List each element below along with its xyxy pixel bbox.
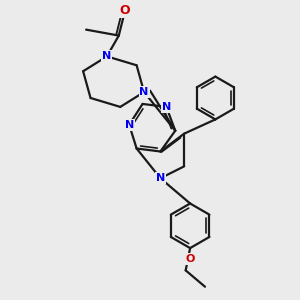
Text: N: N xyxy=(124,120,134,130)
Text: O: O xyxy=(119,4,130,17)
Text: O: O xyxy=(185,254,195,264)
Text: N: N xyxy=(162,102,171,112)
Text: N: N xyxy=(140,87,149,97)
Text: N: N xyxy=(156,173,165,183)
Text: N: N xyxy=(102,51,112,62)
